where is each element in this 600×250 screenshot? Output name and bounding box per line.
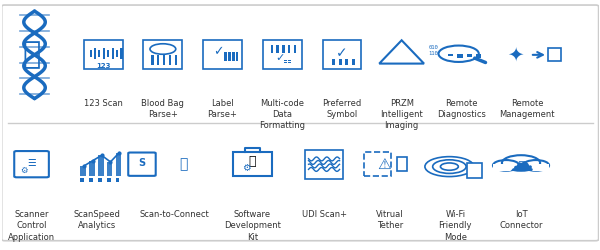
- Bar: [89, 178, 93, 182]
- Text: S: S: [139, 158, 146, 168]
- Text: Remote
Management: Remote Management: [499, 98, 555, 119]
- Text: Scan-to-Connect: Scan-to-Connect: [140, 210, 209, 219]
- Text: Vitrual
Tether: Vitrual Tether: [376, 210, 404, 231]
- Text: IoT
Connector: IoT Connector: [499, 210, 543, 231]
- Bar: [107, 178, 111, 182]
- Bar: [203, 40, 242, 70]
- Bar: [224, 52, 227, 61]
- Bar: [121, 48, 122, 59]
- Bar: [271, 45, 273, 54]
- Bar: [467, 163, 482, 178]
- Text: ☁: ☁: [509, 152, 533, 176]
- Bar: [233, 152, 272, 176]
- Text: Scanner
Control
Application: Scanner Control Application: [8, 210, 55, 242]
- Text: UDI Scan+: UDI Scan+: [302, 210, 347, 219]
- Text: ✦: ✦: [507, 45, 523, 64]
- Text: Label
Parse+: Label Parse+: [208, 98, 238, 119]
- Text: ⌖: ⌖: [22, 40, 41, 69]
- Text: Remote
Diagnostics: Remote Diagnostics: [437, 98, 486, 119]
- Text: Blood Bag
Parse+: Blood Bag Parse+: [142, 98, 184, 119]
- Text: ☰: ☰: [27, 158, 36, 168]
- Text: ✓: ✓: [214, 46, 224, 59]
- Bar: [151, 55, 154, 65]
- Text: ⚙: ⚙: [242, 163, 251, 173]
- Bar: [332, 59, 335, 65]
- Bar: [548, 48, 561, 61]
- Text: ✓: ✓: [275, 53, 285, 63]
- Bar: [397, 157, 407, 172]
- Text: 🔧: 🔧: [248, 155, 256, 168]
- Bar: [294, 45, 296, 54]
- Bar: [476, 54, 481, 58]
- Bar: [282, 45, 284, 54]
- Text: ⚠: ⚠: [377, 157, 391, 172]
- Text: 123: 123: [96, 63, 110, 69]
- Bar: [143, 40, 182, 70]
- Bar: [169, 55, 171, 65]
- Bar: [116, 178, 119, 182]
- Text: 123 Scan: 123 Scan: [84, 98, 122, 108]
- Bar: [232, 52, 235, 61]
- Bar: [116, 50, 118, 57]
- Bar: [323, 40, 361, 70]
- Bar: [229, 52, 231, 61]
- Bar: [89, 160, 95, 176]
- Bar: [288, 62, 292, 63]
- FancyBboxPatch shape: [14, 151, 49, 177]
- Bar: [116, 153, 121, 176]
- Text: Wi-Fi
Friendly
Mode: Wi-Fi Friendly Mode: [439, 210, 472, 242]
- Bar: [157, 55, 160, 65]
- Text: ScanSpeed
Analytics: ScanSpeed Analytics: [74, 210, 121, 231]
- Bar: [89, 50, 92, 57]
- Bar: [352, 59, 355, 65]
- Text: ✓: ✓: [336, 46, 348, 60]
- Bar: [305, 150, 343, 179]
- Bar: [163, 55, 165, 65]
- Bar: [98, 178, 102, 182]
- Text: ⚙: ⚙: [20, 166, 28, 175]
- Bar: [284, 62, 287, 63]
- Text: Multi-code
Data
Formatting: Multi-code Data Formatting: [259, 98, 305, 130]
- Bar: [277, 45, 279, 54]
- Text: 010
110: 010 110: [428, 45, 438, 56]
- Bar: [80, 166, 86, 176]
- Bar: [448, 54, 453, 56]
- Text: ⊞: ⊞: [517, 160, 525, 170]
- Bar: [112, 48, 114, 59]
- Text: PRZM
Intelligent
Imaging: PRZM Intelligent Imaging: [380, 98, 423, 130]
- Bar: [236, 52, 238, 61]
- Bar: [467, 54, 472, 57]
- Bar: [364, 152, 391, 176]
- Bar: [80, 178, 85, 182]
- Bar: [103, 48, 105, 59]
- Bar: [98, 155, 104, 176]
- Bar: [288, 45, 290, 54]
- Bar: [84, 40, 122, 70]
- Bar: [346, 59, 348, 65]
- FancyBboxPatch shape: [128, 152, 156, 176]
- Bar: [175, 55, 177, 65]
- Bar: [98, 50, 100, 57]
- Bar: [339, 59, 341, 65]
- Polygon shape: [379, 40, 424, 64]
- Bar: [288, 60, 292, 61]
- Bar: [457, 54, 463, 58]
- Bar: [284, 60, 287, 61]
- Bar: [107, 162, 112, 176]
- FancyBboxPatch shape: [2, 5, 599, 241]
- Bar: [107, 50, 109, 57]
- Text: 🔫: 🔫: [179, 157, 188, 171]
- Bar: [493, 164, 549, 171]
- Bar: [263, 40, 302, 70]
- Text: Preferred
Symbol: Preferred Symbol: [322, 98, 362, 119]
- Bar: [94, 48, 96, 59]
- Text: Software
Development
Kit: Software Development Kit: [224, 210, 281, 242]
